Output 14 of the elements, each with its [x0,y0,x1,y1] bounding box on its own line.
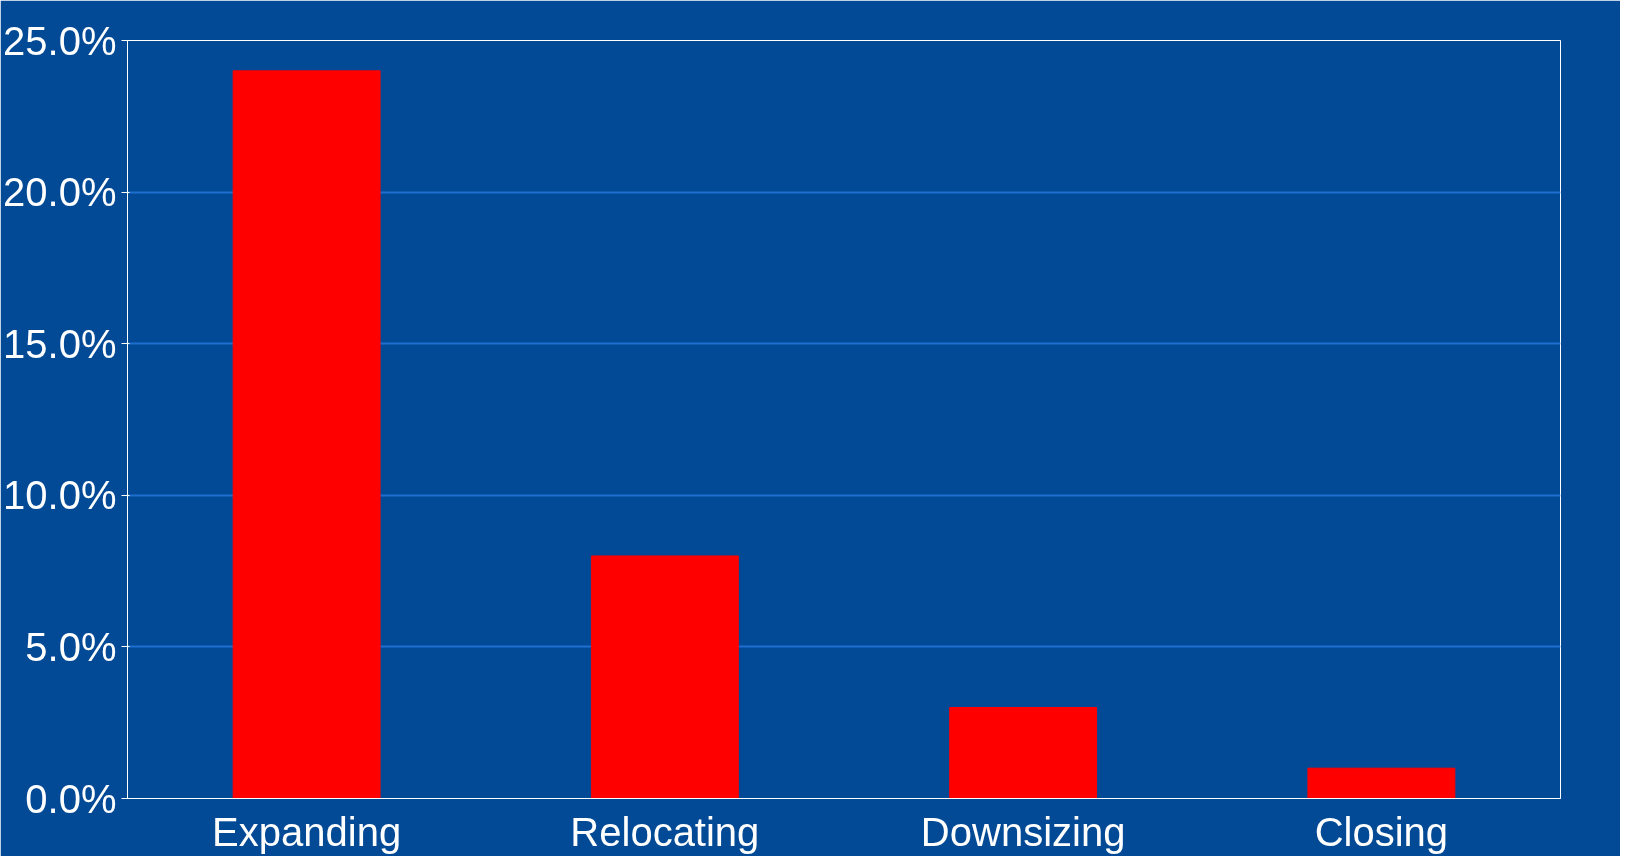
bar [1307,767,1456,799]
y-tick-label: 15.0% [3,321,117,366]
y-tick-label: 10.0% [3,473,117,518]
x-tick-label: Expanding [212,809,402,854]
bar [232,70,381,799]
y-tick-label: 20.0% [3,170,117,215]
bar [590,555,739,799]
y-tick-label: 0.0% [25,776,117,821]
x-tick-label: Closing [1314,809,1449,854]
y-tick-label: 5.0% [25,624,117,669]
x-tick-label: Relocating [570,809,760,854]
x-tick-label: Downsizing [920,809,1126,854]
y-tick-label: 25.0% [3,18,117,63]
bar [949,707,1098,799]
